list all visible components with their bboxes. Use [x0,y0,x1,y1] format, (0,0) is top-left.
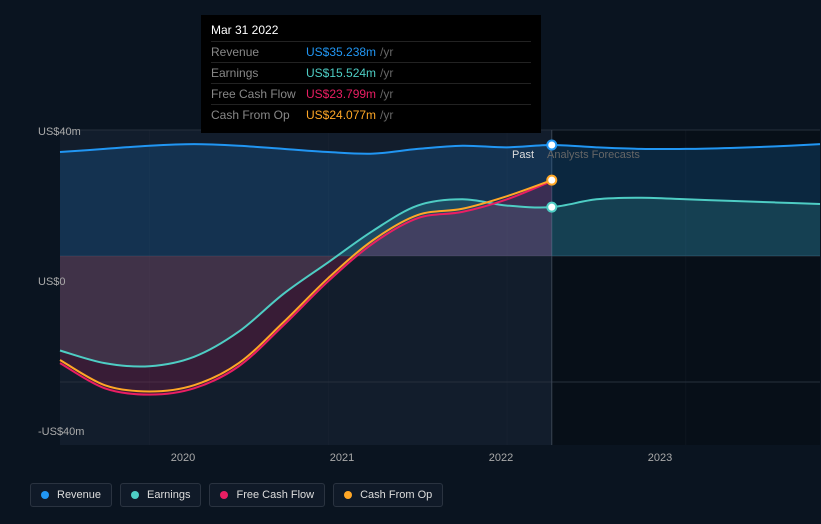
legend-item-earnings[interactable]: Earnings [120,483,201,507]
tooltip-value: US$24.077m [306,108,376,122]
earnings-revenue-chart: US$40m US$0 -US$40m 2020 2021 2022 2023 … [15,0,805,524]
legend-dot [41,491,49,499]
legend-dot [131,491,139,499]
legend-item-cfo[interactable]: Cash From Op [333,483,443,507]
chart-tooltip: Mar 31 2022 Revenue US$35.238m /yr Earni… [201,15,541,133]
tooltip-value: US$23.799m [306,87,376,101]
tooltip-suffix: /yr [380,87,393,101]
y-tick-label: US$40m [38,126,81,138]
tooltip-row-cfo: Cash From Op US$24.077m /yr [211,104,531,125]
tooltip-suffix: /yr [380,45,393,59]
tooltip-label: Earnings [211,66,306,80]
y-tick-label: US$0 [38,276,66,288]
tooltip-value: US$15.524m [306,66,376,80]
past-label: Past [512,149,534,161]
legend-label: Free Cash Flow [236,489,314,501]
forecast-label: Analysts Forecasts [547,149,640,161]
tooltip-row-revenue: Revenue US$35.238m /yr [211,41,531,62]
tooltip-value: US$35.238m [306,45,376,59]
tooltip-suffix: /yr [380,108,393,122]
legend-item-revenue[interactable]: Revenue [30,483,112,507]
legend-dot [220,491,228,499]
tooltip-date: Mar 31 2022 [211,23,531,41]
tooltip-label: Free Cash Flow [211,87,306,101]
y-tick-label: -US$40m [38,426,84,438]
legend-label: Revenue [57,489,101,501]
x-tick-label: 2021 [330,452,354,464]
chart-legend: Revenue Earnings Free Cash Flow Cash Fro… [30,483,443,507]
legend-label: Cash From Op [360,489,432,501]
x-tick-label: 2023 [648,452,672,464]
legend-item-fcf[interactable]: Free Cash Flow [209,483,325,507]
tooltip-label: Cash From Op [211,108,306,122]
tooltip-row-earnings: Earnings US$15.524m /yr [211,62,531,83]
x-tick-label: 2020 [171,452,195,464]
tooltip-label: Revenue [211,45,306,59]
legend-label: Earnings [147,489,190,501]
tooltip-suffix: /yr [380,66,393,80]
x-tick-label: 2022 [489,452,513,464]
tooltip-row-fcf: Free Cash Flow US$23.799m /yr [211,83,531,104]
legend-dot [344,491,352,499]
